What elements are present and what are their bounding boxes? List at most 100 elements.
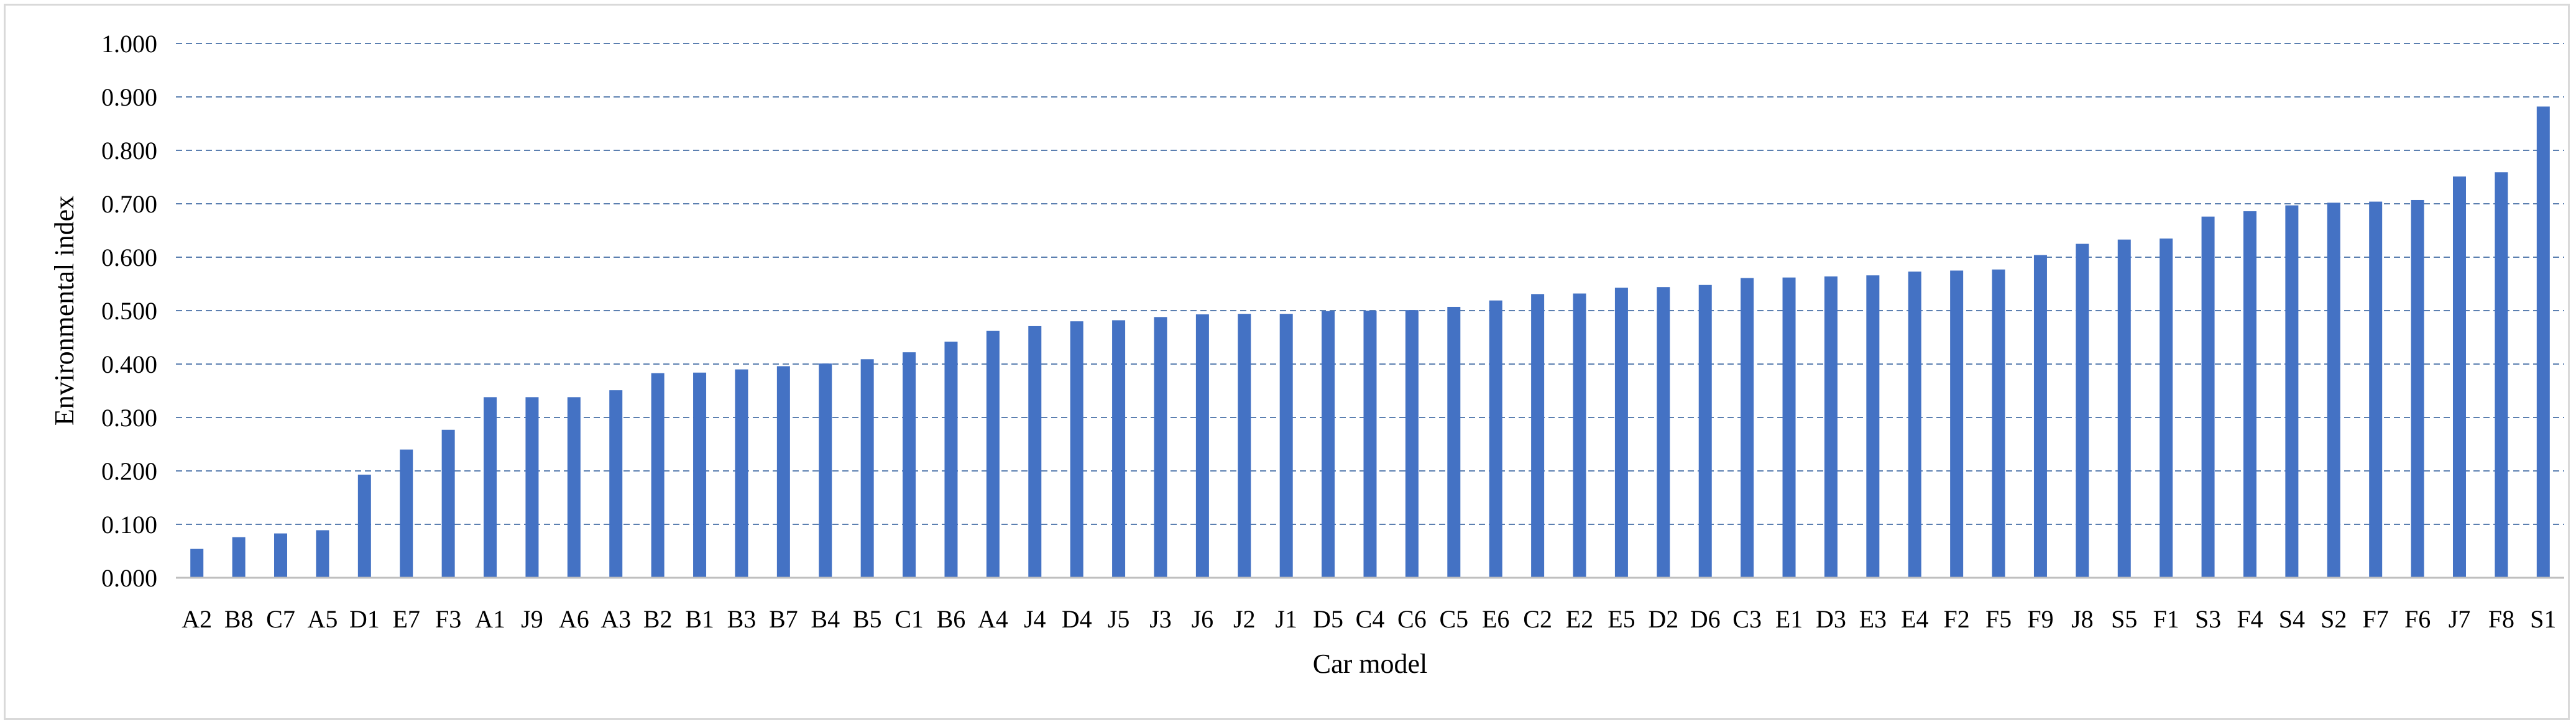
bar-F6: [2411, 199, 2424, 578]
x-axis-title: Car model: [1313, 649, 1428, 679]
x-tick-label: J2: [1233, 605, 1256, 633]
x-tick-label: D6: [1690, 605, 1721, 633]
bar-E2: [1573, 293, 1586, 578]
bar-J2: [1238, 314, 1251, 578]
y-tick-label: 0.800: [101, 137, 157, 165]
bar-A5: [316, 530, 329, 578]
bar-J7: [2452, 176, 2466, 578]
bar-J9: [525, 397, 539, 578]
y-tick-label: 0.400: [101, 350, 157, 378]
x-tick-label: E2: [1566, 605, 1593, 633]
bar-J1: [1279, 314, 1293, 578]
bar-F7: [2369, 201, 2383, 578]
bar-E7: [400, 449, 413, 578]
bar-S1: [2536, 106, 2550, 578]
bar-B8: [232, 537, 246, 578]
bar-B5: [860, 359, 874, 578]
x-tick-label: F2: [1944, 605, 1970, 633]
x-tick-label: D4: [1062, 605, 1092, 633]
x-tick-label: C2: [1523, 605, 1552, 633]
x-tick-label: J5: [1108, 605, 1130, 633]
bar-C5: [1447, 306, 1461, 578]
bar-A1: [484, 397, 497, 578]
x-tick-label: B2: [643, 605, 673, 633]
bar-D6: [1698, 285, 1712, 578]
x-tick-label: D1: [349, 605, 380, 633]
bar-C2: [1531, 294, 1545, 578]
x-tick-label: E6: [1482, 605, 1509, 633]
x-tick-label: J8: [2071, 605, 2094, 633]
bar-J8: [2076, 244, 2089, 578]
x-tick-label: J9: [521, 605, 543, 633]
bar-D3: [1824, 276, 1838, 578]
x-tick-label: B4: [811, 605, 840, 633]
bar-F9: [2033, 255, 2047, 578]
bar-B4: [819, 363, 832, 578]
bar-F8: [2495, 172, 2508, 578]
y-tick-label: 1.000: [101, 30, 157, 58]
bar-D2: [1657, 287, 1670, 578]
bar-B3: [735, 369, 748, 578]
y-tick-label: 0.300: [101, 404, 157, 432]
bar-A4: [986, 331, 1000, 578]
bar-E1: [1782, 277, 1796, 578]
x-tick-label: E7: [393, 605, 420, 633]
x-tick-label: A6: [559, 605, 589, 633]
bars: [190, 106, 2550, 578]
bar-J5: [1112, 320, 1126, 578]
x-tick-label: S2: [2321, 605, 2347, 633]
x-tick-label: B8: [224, 605, 254, 633]
x-tick-label: F5: [1985, 605, 2012, 633]
x-tick-label: B5: [853, 605, 882, 633]
bar-E4: [1908, 271, 1921, 578]
bar-B1: [693, 372, 707, 578]
y-tick-label: 0.100: [101, 511, 157, 539]
x-tick-label: E5: [1608, 605, 1635, 633]
bar-E6: [1489, 300, 1502, 578]
bar-E5: [1614, 288, 1628, 578]
bar-C7: [274, 533, 288, 578]
x-tick-label: D2: [1648, 605, 1678, 633]
y-tick-label: 0.000: [101, 564, 157, 592]
x-tick-label: J1: [1275, 605, 1297, 633]
x-tick-label: S4: [2279, 605, 2305, 633]
bar-S4: [2285, 205, 2299, 578]
x-tick-label: F4: [2237, 605, 2263, 633]
x-tick-label: C7: [266, 605, 295, 633]
bar-D4: [1070, 321, 1083, 578]
x-tick-label: A5: [307, 605, 338, 633]
bar-J4: [1028, 326, 1042, 578]
bar-B6: [944, 341, 958, 578]
x-tick-label: J6: [1192, 605, 1214, 633]
x-tick-label: C4: [1356, 605, 1385, 633]
y-tick-label: 0.700: [101, 190, 157, 218]
x-tick-label: F9: [2027, 605, 2053, 633]
bar-F5: [1992, 269, 2005, 578]
x-tick-label: F1: [2153, 605, 2179, 633]
y-tick-label: 0.900: [101, 83, 157, 111]
x-tick-label: B3: [727, 605, 757, 633]
x-tick-label: D5: [1313, 605, 1343, 633]
x-tick-label: F8: [2488, 605, 2514, 633]
x-tick-label: A2: [182, 605, 212, 633]
bar-A3: [609, 390, 623, 578]
x-tick-label: D3: [1816, 605, 1846, 633]
x-tick-label: C3: [1732, 605, 1762, 633]
x-tick-label: E4: [1901, 605, 1928, 633]
bar-E3: [1866, 275, 1880, 578]
bar-C3: [1741, 278, 1754, 578]
x-tick-label: B7: [769, 605, 798, 633]
x-tick-label: A1: [475, 605, 505, 633]
x-tick-label: F7: [2363, 605, 2389, 633]
x-tick-label: C6: [1397, 605, 1427, 633]
x-tick-label: A3: [600, 605, 631, 633]
y-tick-label: 0.600: [101, 244, 157, 271]
bar-B2: [651, 373, 665, 578]
bar-C4: [1363, 311, 1377, 578]
bar-F1: [2160, 238, 2173, 578]
bar-D5: [1322, 311, 1335, 578]
x-tick-label: S1: [2530, 605, 2556, 633]
x-tick-label: S3: [2195, 605, 2221, 633]
bar-F2: [1950, 270, 1964, 578]
